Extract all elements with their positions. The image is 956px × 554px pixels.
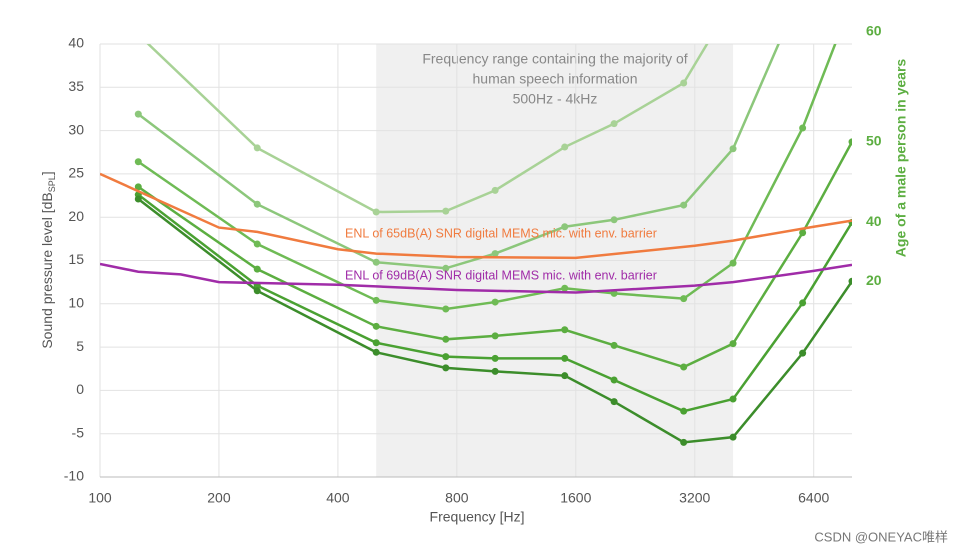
- x-tick-label: 800: [445, 490, 469, 506]
- y-tick-label: 40: [68, 35, 84, 51]
- watermark: CSDN @ONEYAC唯样: [814, 529, 948, 544]
- point: [680, 363, 688, 371]
- point: [680, 407, 688, 415]
- point: [729, 433, 737, 441]
- point: [442, 305, 450, 313]
- x-tick-label: 200: [207, 490, 231, 506]
- point: [561, 143, 569, 151]
- point: [372, 208, 380, 216]
- series-label: ENL of 69dB(A) SNR digital MEMS mic. wit…: [345, 268, 657, 282]
- point: [561, 326, 569, 334]
- y-tick-label: 10: [68, 295, 84, 311]
- point: [610, 120, 618, 128]
- point: [491, 354, 499, 362]
- point: [442, 207, 450, 215]
- point: [372, 296, 380, 304]
- point: [561, 372, 569, 380]
- series-label: ENL of 65dB(A) SNR digital MEMS mic. wit…: [345, 226, 657, 240]
- point: [442, 364, 450, 372]
- x-tick-label: 1600: [560, 490, 591, 506]
- point: [848, 138, 852, 146]
- point: [253, 265, 261, 273]
- x-tick-label: 6400: [798, 490, 829, 506]
- y2-tick-label: 40: [866, 213, 882, 229]
- point: [253, 287, 261, 295]
- point: [729, 340, 737, 348]
- point: [680, 79, 688, 87]
- point: [799, 299, 807, 307]
- point: [491, 367, 499, 375]
- point: [610, 376, 618, 384]
- point: [134, 158, 142, 166]
- y-tick-label: -10: [64, 468, 84, 484]
- point: [134, 183, 142, 191]
- annotation: 500Hz - 4kHz: [513, 91, 598, 107]
- point: [849, 0, 856, 4]
- point: [442, 335, 450, 343]
- point: [680, 438, 688, 446]
- point: [610, 216, 618, 224]
- y-tick-label: 0: [76, 381, 84, 397]
- point: [491, 332, 499, 340]
- point: [372, 339, 380, 347]
- point: [253, 240, 261, 248]
- line: [100, 172, 852, 260]
- y-axis-label: Sound pressure level [dBSPL]: [39, 171, 58, 348]
- point: [561, 354, 569, 362]
- annotation: Frequency range containing the majority …: [422, 51, 687, 67]
- point: [729, 145, 737, 153]
- y-tick-label: 5: [76, 338, 84, 354]
- point: [799, 229, 807, 237]
- x-axis-label: Frequency [Hz]: [430, 509, 525, 525]
- point: [610, 398, 618, 406]
- point: [253, 200, 261, 208]
- y2-tick-label: 50: [866, 133, 882, 149]
- y-tick-label: 35: [68, 78, 84, 94]
- point: [729, 395, 737, 403]
- x-tick-label: 400: [326, 490, 350, 506]
- point: [372, 258, 380, 266]
- point: [680, 201, 688, 209]
- point: [491, 250, 499, 258]
- point: [680, 295, 688, 303]
- point: [730, 0, 737, 4]
- point: [442, 264, 450, 272]
- point: [610, 341, 618, 349]
- y-tick-label: 25: [68, 165, 84, 181]
- point: [729, 259, 737, 267]
- x-tick-label: 3200: [679, 490, 710, 506]
- point: [561, 223, 569, 231]
- point: [442, 353, 450, 361]
- line: [137, 44, 780, 270]
- y2-tick-label: 60: [866, 23, 882, 39]
- point: [135, 31, 142, 38]
- point: [491, 298, 499, 306]
- point: [561, 284, 569, 292]
- y-tick-label: -5: [72, 424, 85, 440]
- point: [253, 144, 261, 152]
- point: [372, 348, 380, 356]
- point: [848, 277, 852, 285]
- point: [799, 124, 807, 132]
- point: [799, 349, 807, 357]
- y-tick-label: 15: [68, 251, 84, 267]
- plot-area: [100, 0, 856, 446]
- y-tick-label: 20: [68, 208, 84, 224]
- x-tick-label: 100: [88, 490, 112, 506]
- annotation: human speech information: [473, 71, 638, 87]
- point: [491, 186, 499, 194]
- point: [134, 110, 142, 118]
- y2-tick-label: 20: [866, 272, 882, 288]
- y-tick-label: 30: [68, 121, 84, 137]
- y2-axis-label: Age of a male person in years: [893, 59, 909, 258]
- point: [372, 322, 380, 330]
- line: [100, 262, 852, 294]
- point: [134, 195, 142, 203]
